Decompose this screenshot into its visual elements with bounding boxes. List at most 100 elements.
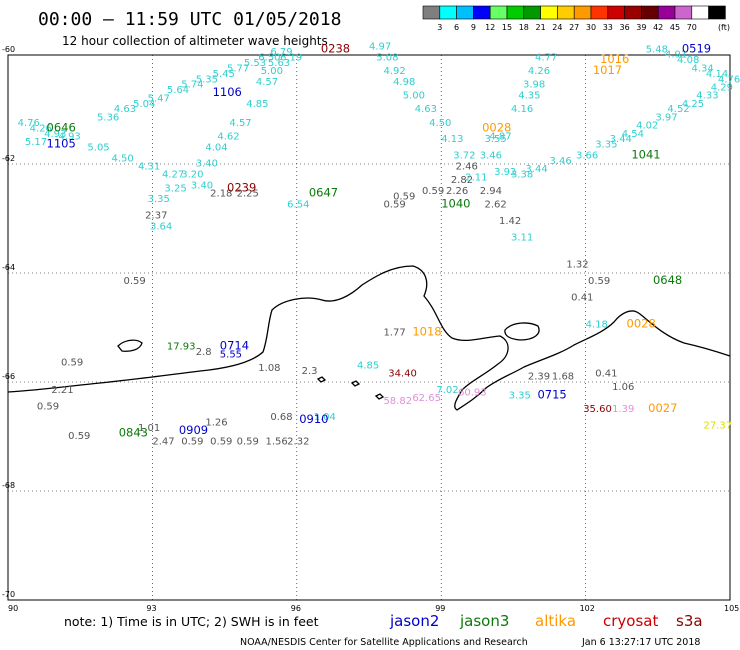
wave-height-value: 0.59 (588, 276, 610, 287)
wave-height-value: 4.52 (667, 104, 689, 115)
island-west (117, 339, 143, 352)
wave-height-value: 3.55 (485, 134, 507, 145)
wave-height-value: 4.54 (622, 129, 644, 140)
wave-height-value: 0.59 (61, 358, 83, 369)
wave-height-value: 0.59 (68, 431, 90, 442)
wave-height-value: 4.93 (44, 129, 66, 140)
pass-time-labels: 0238 0646 1105 1106 0239 0647 0028 1040 10161017… (47, 41, 712, 439)
wave-height-value: 4.98 (393, 77, 415, 88)
wave-height-value: 4.63 (415, 104, 437, 115)
page-title: 00:00 – 11:59 UTC 01/05/2018 (38, 9, 341, 30)
lat-tick-label: -66 (2, 372, 15, 381)
pass-time-label: 0028 (627, 317, 656, 331)
wave-height-value: 3.97 (655, 112, 677, 123)
legend-label: 39 (636, 23, 646, 32)
axis-ticks: 90 93 96 99 102 105 -60 -62 -64 -66 -68 -70 (2, 45, 739, 613)
small-island-3 (374, 393, 385, 400)
wave-height-value: 4.33 (696, 91, 718, 102)
wave-height-value: 2.94 (480, 186, 502, 197)
lon-tick-label: 90 (8, 604, 18, 613)
wave-height-value: 4.92 (383, 66, 405, 77)
wave-height-value: 4.63 (114, 104, 136, 115)
coastline (7, 265, 731, 411)
footer-note: note: 1) Time is in UTC; 2) SWH is in fe… (64, 614, 319, 629)
wave-height-value: 6.54 (287, 200, 309, 211)
wave-height-value: 0.59 (237, 437, 259, 448)
legend-label: 9 (471, 23, 476, 32)
legend-swatch (473, 5, 491, 20)
legend-label: 21 (536, 23, 546, 32)
wave-height-value: 2.25 (237, 189, 259, 200)
wave-height-value: 0.59 (181, 437, 203, 448)
legend-swatch (456, 5, 474, 20)
wave-height-value: 3.92 (494, 167, 516, 178)
wave-height-value: 1.68 (552, 371, 574, 382)
pass-time-label: 1040 (441, 197, 470, 211)
wave-height-value: 27.37 (704, 420, 733, 431)
pass-time-label: 1017 (593, 63, 622, 77)
legend-swatch (607, 5, 625, 20)
wave-height-value: 4.26 (528, 66, 550, 77)
wave-height-value: 4.76 (718, 74, 740, 85)
pass-time-label: 0519 (682, 41, 711, 55)
wave-height-value: 2.3 (302, 366, 318, 377)
wave-height-value: 1.01 (138, 423, 160, 434)
wave-height-value: 0.59 (393, 191, 415, 202)
wave-height-value: 5.77 (227, 63, 249, 74)
legend-label: 36 (620, 23, 630, 32)
legend-swatch (674, 5, 693, 20)
wave-height-value: 4.14 (706, 69, 728, 80)
legend-swatch (624, 5, 642, 20)
legend-label: 15 (502, 23, 512, 32)
wave-height-value: 3.35 (148, 194, 170, 205)
wave-height-value: 3.72 (453, 151, 475, 162)
wave-height-value: 1.32 (566, 260, 588, 271)
wave-height-value: 2.26 (446, 186, 468, 197)
legend-label: 3 (437, 23, 442, 32)
lat-tick-label: -62 (2, 154, 15, 163)
lat-tick-label: -60 (2, 45, 15, 54)
wave-height-value: 3.20 (181, 170, 203, 181)
color-legend: 3 6 9 12 15 18 21 24 27 30 33 36 39 42 45 70 (ft) (422, 5, 730, 32)
wave-height-value: 4.25 (682, 99, 704, 110)
lon-tick-label: 99 (435, 604, 445, 613)
antarctic-coastline (7, 265, 731, 411)
wave-height-value: 4.76 (18, 118, 40, 129)
wave-height-value: 4.97 (369, 42, 391, 53)
wave-height-value: 5.35 (196, 74, 218, 85)
wave-height-value: 2.47 (152, 437, 174, 448)
wave-height-value: 35.60 (583, 404, 612, 415)
wave-height-value: 5.48 (646, 44, 668, 55)
wave-height-value: 0.59 (37, 401, 59, 412)
pass-time-label: 0715 (537, 387, 566, 401)
small-island-2 (350, 380, 361, 387)
pass-time-label: 0648 (653, 273, 682, 287)
wave-height-value: 3.40 (196, 159, 218, 170)
wave-height-value: 2.39 (528, 371, 550, 382)
wave-height-value: 34.40 (388, 369, 417, 380)
wave-height-value: 1.08 (258, 363, 280, 374)
legend-swatch (489, 5, 508, 20)
wave-height-value: 3.64 (150, 221, 172, 232)
wave-height-value: 4.18 (586, 320, 608, 331)
wave-height-value: 3.46 (480, 151, 502, 162)
wave-height-value: 3.44 (525, 164, 547, 175)
wave-height-value: 3.11 (511, 232, 533, 243)
pass-time-label: 0843 (119, 426, 148, 440)
wave-height-value: 4.57 (229, 118, 251, 129)
legend-swatch (708, 5, 726, 20)
wave-height-value: 4.26 (30, 123, 52, 134)
wave-height-value: 60.93 (458, 388, 487, 399)
wave-height-value: 6.50 (258, 52, 280, 63)
legend-label: 12 (485, 23, 495, 32)
wave-height-value: 2.32 (287, 437, 309, 448)
legend-label: 30 (586, 23, 596, 32)
wave-height-value: 2.21 (51, 385, 73, 396)
wave-height-value: 4.02 (636, 121, 658, 132)
legend-label: 33 (603, 23, 613, 32)
wave-height-value: 5.45 (213, 69, 235, 80)
wave-height-value: 5.47 (148, 93, 170, 104)
satellite-legend: jason2 jason3 altika cryosat s3a (389, 612, 703, 630)
wave-height-value: 2.37 (145, 211, 167, 222)
wave-height-value: 4.13 (441, 134, 463, 145)
